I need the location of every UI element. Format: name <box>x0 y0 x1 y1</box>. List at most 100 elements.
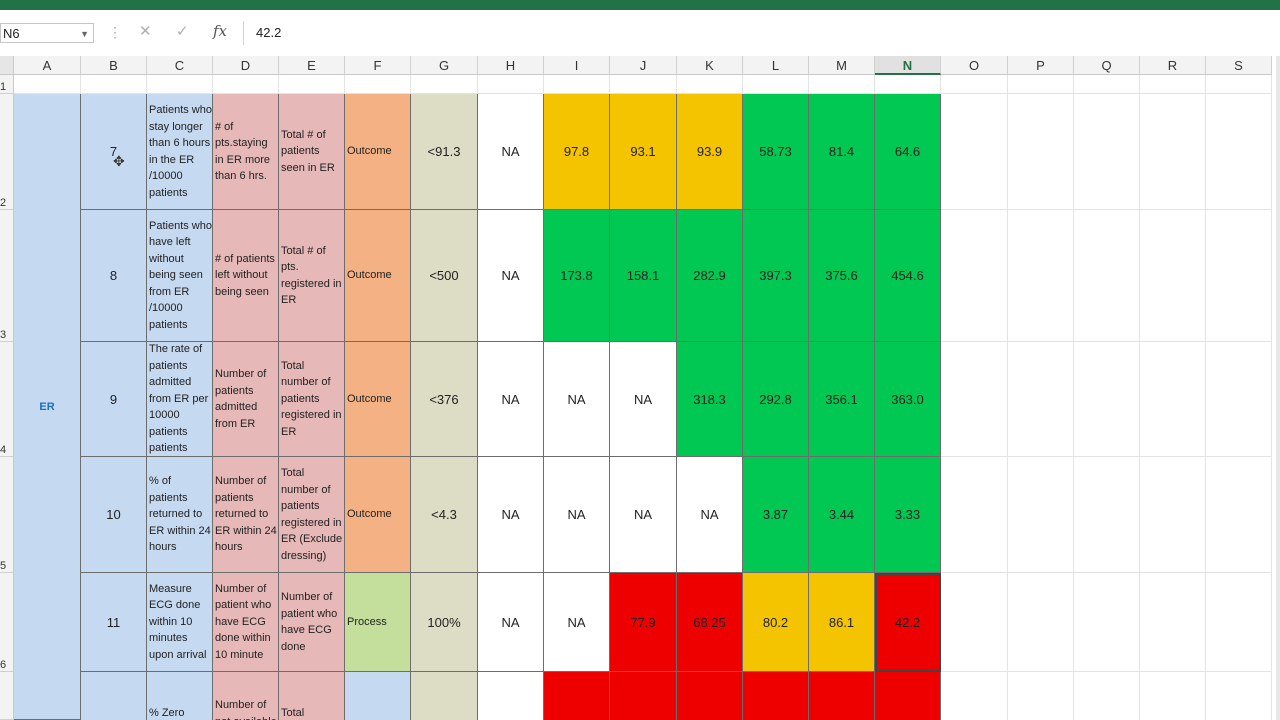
target-cell[interactable]: <500 <box>411 210 478 342</box>
column-header-q[interactable]: Q <box>1074 56 1140 75</box>
empty-cell[interactable] <box>1008 457 1074 573</box>
row-header[interactable]: 6 <box>0 573 14 672</box>
target-cell[interactable]: <376 <box>411 342 478 457</box>
row-header[interactable]: 2 <box>0 94 14 210</box>
formula-input[interactable]: 42.2 <box>243 21 1273 45</box>
numerator-cell[interactable]: Number of patients admitted from ER <box>213 342 279 457</box>
numerator-cell[interactable]: # of patients left without being seen <box>213 210 279 342</box>
column-header-h[interactable]: H <box>478 56 544 75</box>
empty-cell[interactable] <box>1140 94 1206 210</box>
value-cell-k[interactable]: 318.3 <box>677 342 743 457</box>
check-icon[interactable]: ✓ <box>176 23 189 40</box>
empty-cell[interactable] <box>941 210 1008 342</box>
value-cell-m[interactable]: 86.1 <box>809 573 875 672</box>
name-box[interactable]: N6 ▼ <box>0 23 94 43</box>
empty-cell[interactable] <box>1140 342 1206 457</box>
value-cell-h[interactable]: NA <box>478 94 544 210</box>
empty-cell[interactable] <box>81 75 147 94</box>
denominator-cell[interactable]: Total number of patients registered in E… <box>279 457 345 573</box>
row-header[interactable]: 5 <box>0 457 14 573</box>
target-cell[interactable]: 100% <box>411 573 478 672</box>
empty-cell[interactable] <box>1140 672 1206 720</box>
empty-cell[interactable] <box>1206 210 1272 342</box>
empty-cell[interactable] <box>1206 75 1272 94</box>
value-cell-h[interactable]: NA <box>478 210 544 342</box>
value-cell-n[interactable]: 3.33 <box>875 457 941 573</box>
column-header-n[interactable]: N <box>875 56 941 75</box>
empty-cell[interactable] <box>1140 75 1206 94</box>
indicator-name-cell[interactable]: Measure ECG done within 10 minutes upon … <box>147 573 213 672</box>
row-header[interactable]: 3 <box>0 210 14 342</box>
empty-cell[interactable] <box>213 75 279 94</box>
value-cell-h[interactable]: NA <box>478 457 544 573</box>
empty-cell[interactable] <box>1074 210 1140 342</box>
empty-cell[interactable] <box>1074 672 1140 720</box>
empty-cell[interactable] <box>14 75 81 94</box>
empty-cell[interactable] <box>875 75 941 94</box>
value-cell-m[interactable] <box>809 672 875 720</box>
empty-cell[interactable] <box>1074 94 1140 210</box>
empty-cell[interactable] <box>1008 75 1074 94</box>
value-cell-j[interactable]: 158.1 <box>610 210 677 342</box>
column-header-s[interactable]: S <box>1206 56 1272 75</box>
column-header-j[interactable]: J <box>610 56 677 75</box>
empty-cell[interactable] <box>1008 342 1074 457</box>
empty-cell[interactable] <box>941 342 1008 457</box>
value-cell-j[interactable] <box>610 672 677 720</box>
column-header-p[interactable]: P <box>1008 56 1074 75</box>
empty-cell[interactable] <box>478 75 544 94</box>
vertical-scrollbar[interactable] <box>1276 56 1280 720</box>
value-cell-j[interactable]: NA <box>610 457 677 573</box>
numerator-cell[interactable]: # of pts.staying in ER more than 6 hrs. <box>213 94 279 210</box>
numerator-cell[interactable]: Number of patient who have ECG done with… <box>213 573 279 672</box>
column-header-d[interactable]: D <box>213 56 279 75</box>
empty-cell[interactable] <box>1206 342 1272 457</box>
value-cell-n[interactable]: 64.6 <box>875 94 941 210</box>
empty-cell[interactable] <box>1074 573 1140 672</box>
value-cell-l[interactable]: 80.2 <box>743 573 809 672</box>
empty-cell[interactable] <box>1008 210 1074 342</box>
function-icon[interactable]: fx <box>213 22 228 40</box>
value-cell-h[interactable] <box>478 672 544 720</box>
empty-cell[interactable] <box>1140 457 1206 573</box>
numerator-cell[interactable]: Number of patients returned to ER within… <box>213 457 279 573</box>
value-cell-k[interactable]: NA <box>677 457 743 573</box>
empty-cell[interactable] <box>941 457 1008 573</box>
value-cell-m[interactable]: 81.4 <box>809 94 875 210</box>
indicator-name-cell[interactable]: The rate of patients admitted from ER pe… <box>147 342 213 457</box>
empty-cell[interactable] <box>147 75 213 94</box>
indicator-number-cell[interactable] <box>81 672 147 720</box>
indicator-name-cell[interactable]: Patients who have left without being see… <box>147 210 213 342</box>
indicator-number-cell[interactable]: 10 <box>81 457 147 573</box>
indicator-type-cell[interactable]: Outcome <box>345 210 411 342</box>
value-cell-m[interactable]: 3.44 <box>809 457 875 573</box>
empty-cell[interactable] <box>610 75 677 94</box>
column-header-m[interactable]: M <box>809 56 875 75</box>
indicator-name-cell[interactable]: % Zero <box>147 672 213 720</box>
indicator-name-cell[interactable]: Patients who stay longer than 6 hours in… <box>147 94 213 210</box>
value-cell-i[interactable]: NA <box>544 342 610 457</box>
value-cell-n[interactable]: 363.0 <box>875 342 941 457</box>
cancel-icon[interactable]: ✕ <box>139 23 152 40</box>
empty-cell[interactable] <box>1074 342 1140 457</box>
empty-cell[interactable] <box>1206 672 1272 720</box>
value-cell-k[interactable]: 93.9 <box>677 94 743 210</box>
column-header-b[interactable]: B <box>81 56 147 75</box>
value-cell-i[interactable]: NA <box>544 573 610 672</box>
empty-cell[interactable] <box>1206 573 1272 672</box>
value-cell-j[interactable]: 77.9 <box>610 573 677 672</box>
value-cell-n[interactable]: 454.6 <box>875 210 941 342</box>
value-cell-l[interactable]: 397.3 <box>743 210 809 342</box>
empty-cell[interactable] <box>1008 94 1074 210</box>
department-cell[interactable]: ER <box>14 94 81 720</box>
row-header[interactable]: 1 <box>0 75 14 94</box>
column-header-o[interactable]: O <box>941 56 1008 75</box>
value-cell-h[interactable]: NA <box>478 342 544 457</box>
row-header[interactable] <box>0 672 14 720</box>
numerator-cell[interactable]: Number of not available <box>213 672 279 720</box>
indicator-number-cell[interactable]: 7 <box>81 94 147 210</box>
denominator-cell[interactable]: Number of patient who have ECG done <box>279 573 345 672</box>
value-cell-i[interactable]: 173.8 <box>544 210 610 342</box>
indicator-type-cell[interactable] <box>345 672 411 720</box>
target-cell[interactable] <box>411 672 478 720</box>
